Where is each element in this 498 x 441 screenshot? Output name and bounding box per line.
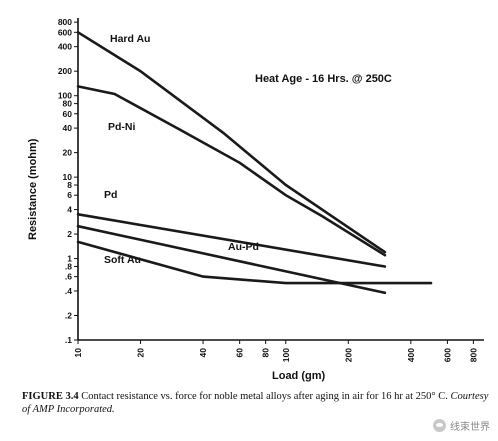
x-axis-ticks: 10 20 40 60 80 100 200 400 600 800 (73, 340, 478, 362)
series-line-pd (76, 213, 387, 268)
x-tick-label: 40 (198, 348, 208, 358)
y-tick-label: 200 (58, 66, 72, 76)
y-tick-label: 100 (58, 91, 72, 101)
x-tick-label: 600 (442, 348, 452, 362)
y-tick-label: .6 (65, 272, 72, 282)
chart-axes (77, 18, 484, 341)
y-tick-label: 8 (67, 180, 72, 190)
x-tick-label: 100 (281, 348, 291, 362)
series-label-pd: Pd (104, 189, 117, 201)
series-label-pd-ni: Pd-Ni (108, 121, 135, 133)
wechat-icon (433, 419, 446, 432)
y-tick-label: 20 (63, 148, 73, 158)
y-tick-label: .2 (65, 310, 72, 320)
y-tick-label: 60 (63, 109, 73, 119)
x-tick-label: 60 (235, 348, 245, 358)
series-line-soft-au (76, 240, 433, 285)
series-line-hard-au (76, 30, 387, 254)
x-axis-label: Load (gm) (272, 370, 325, 382)
y-tick-label: 800 (58, 17, 72, 27)
series-label-au-pd: Au-Pd (228, 241, 259, 253)
x-tick-label: 400 (406, 348, 416, 362)
figure-number: FIGURE 3.4 (22, 391, 79, 402)
x-tick-label: 20 (136, 348, 146, 358)
series-label-soft-au: Soft Au (104, 254, 141, 266)
x-tick-label: 200 (343, 348, 353, 362)
caption-text: Contact resistance vs. force for noble m… (81, 391, 448, 402)
x-tick-label: 800 (468, 348, 478, 362)
series-label-hard-au: Hard Au (110, 33, 150, 45)
y-tick-label: 4 (67, 205, 72, 215)
series-line-au-pd (76, 224, 387, 295)
watermark-text: 线束世界 (450, 422, 490, 433)
x-tick-label: 10 (73, 348, 83, 358)
y-tick-label: 80 (63, 99, 73, 109)
chart-series (76, 30, 433, 295)
y-tick-label: 2 (67, 229, 72, 239)
y-tick-label: .4 (65, 286, 72, 296)
y-tick-label: .8 (65, 261, 72, 271)
series-labels: Hard Au Pd-Ni Pd Au-Pd Soft Au (104, 33, 259, 266)
y-tick-label: 1 (67, 254, 72, 264)
chart-annotation: Heat Age - 16 Hrs. @ 250C (255, 73, 392, 85)
y-tick-label: .1 (65, 335, 72, 345)
chart: .1.2.4.6.8124681020406080100200400600800… (27, 17, 484, 382)
watermark: 线束世界 (433, 418, 490, 433)
figure-caption: FIGURE 3.4 Contact resistance vs. force … (22, 390, 490, 416)
caption-credit: Courtesy of AMP Incorporated. (22, 391, 489, 415)
y-tick-label: 6 (67, 190, 72, 200)
y-axis-label: Resistance (mohm) (27, 138, 39, 240)
series-line-pd-ni (76, 85, 387, 257)
y-tick-label: 40 (63, 123, 73, 133)
y-tick-label: 10 (63, 172, 73, 182)
x-tick-label: 80 (261, 348, 271, 358)
y-tick-label: 600 (58, 27, 72, 37)
y-tick-label: 400 (58, 42, 72, 52)
